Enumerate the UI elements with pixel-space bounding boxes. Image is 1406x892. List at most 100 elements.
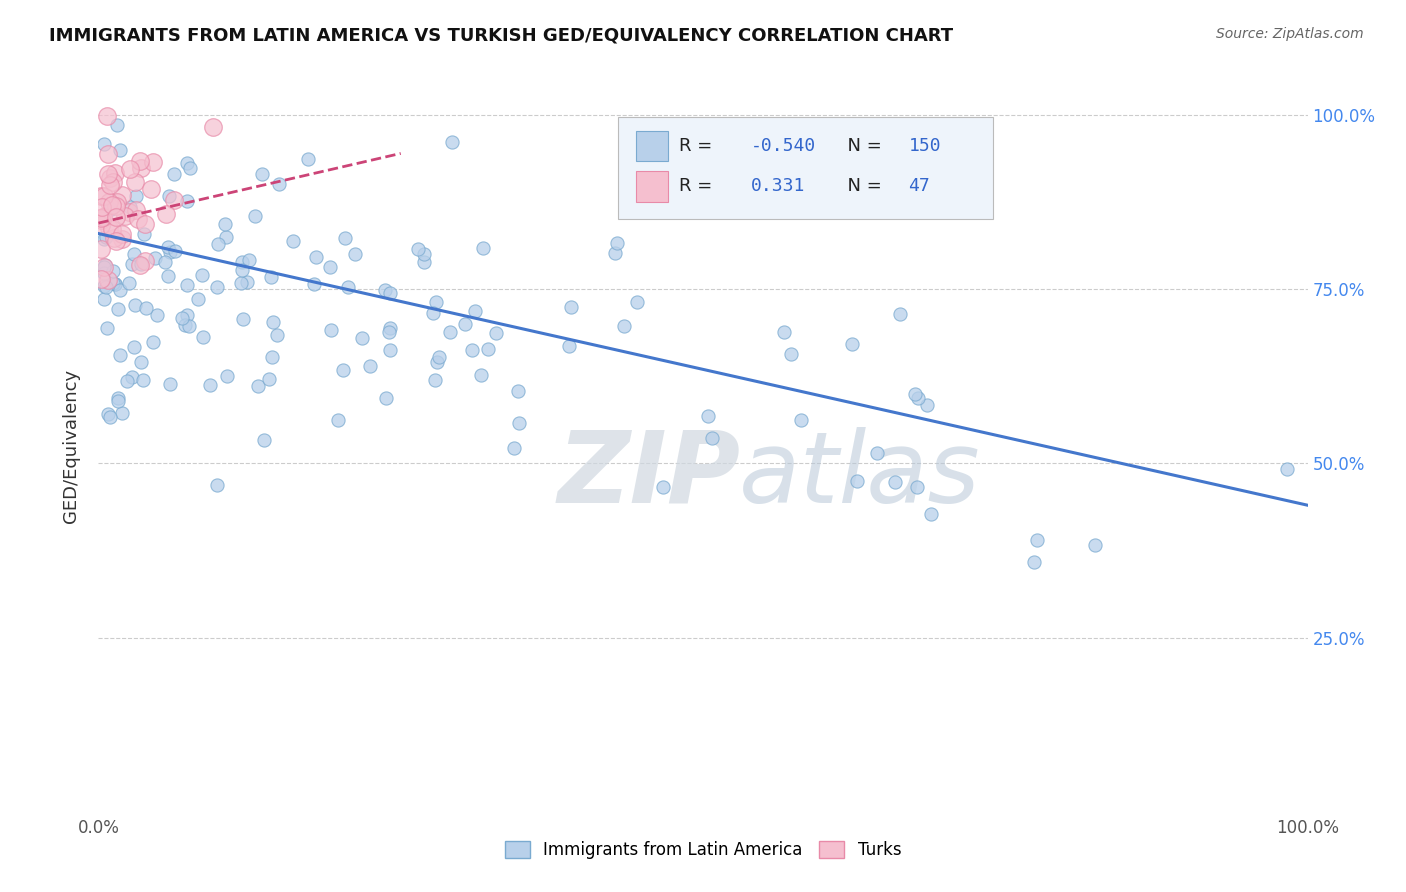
Point: [90, 211, 112, 225]
Legend: Immigrants from Latin America, Turks: Immigrants from Latin America, Turks: [498, 834, 908, 865]
Point: [107, 391, 129, 405]
Point: [302, 277, 325, 291]
Point: [90, 271, 112, 285]
Point: [129, 153, 152, 168]
Point: [406, 242, 429, 256]
Text: IMMIGRANTS FROM LATIN AMERICA VS TURKISH GED/EQUIVALENCY CORRELATION CHART: IMMIGRANTS FROM LATIN AMERICA VS TURKISH…: [49, 27, 953, 45]
Point: [238, 253, 260, 268]
Point: [262, 315, 284, 329]
Point: [215, 230, 238, 244]
Point: [93, 211, 115, 225]
Point: [93, 279, 115, 293]
Point: [697, 409, 720, 423]
Point: [378, 285, 401, 300]
Point: [352, 330, 374, 344]
Point: [260, 350, 283, 364]
Point: [94, 280, 117, 294]
Point: [485, 326, 508, 341]
Point: [378, 343, 401, 357]
Point: [159, 245, 181, 260]
Point: [94, 229, 117, 244]
Point: [439, 325, 461, 339]
Point: [110, 406, 132, 420]
Point: [904, 387, 927, 401]
Point: [177, 318, 200, 333]
Point: [163, 167, 186, 181]
Point: [652, 480, 675, 494]
Text: R =: R =: [679, 178, 724, 195]
Point: [139, 182, 162, 196]
Point: [297, 152, 319, 166]
Text: N =: N =: [837, 178, 893, 195]
Point: [131, 257, 153, 271]
Point: [920, 507, 942, 521]
FancyBboxPatch shape: [619, 117, 993, 219]
Point: [124, 175, 146, 189]
Point: [97, 407, 120, 421]
Point: [101, 264, 124, 278]
Point: [90, 219, 112, 233]
Point: [129, 355, 152, 369]
Point: [375, 391, 398, 405]
Point: [266, 327, 288, 342]
Point: [232, 312, 254, 326]
Point: [125, 202, 148, 217]
Point: [425, 294, 447, 309]
Point: [915, 398, 938, 412]
Point: [413, 254, 436, 268]
Point: [125, 188, 148, 202]
Point: [377, 325, 399, 339]
Point: [508, 416, 530, 430]
Point: [118, 276, 141, 290]
Point: [124, 298, 146, 312]
Point: [267, 177, 290, 191]
Point: [132, 227, 155, 241]
Point: [157, 240, 180, 254]
Point: [359, 359, 381, 373]
Point: [94, 258, 117, 272]
Point: [423, 373, 446, 387]
Point: [97, 146, 120, 161]
Point: [626, 295, 648, 310]
Point: [378, 321, 401, 335]
Point: [231, 263, 253, 277]
Point: [159, 188, 181, 202]
Point: [122, 340, 145, 354]
Point: [90, 200, 112, 214]
Point: [374, 283, 396, 297]
Point: [845, 475, 868, 489]
Text: R =: R =: [679, 137, 718, 155]
Point: [1026, 533, 1049, 548]
Point: [105, 234, 128, 248]
Point: [134, 217, 156, 231]
Point: [108, 143, 131, 157]
Point: [96, 109, 118, 123]
Point: [163, 194, 186, 208]
Point: [281, 234, 304, 248]
Point: [100, 202, 122, 216]
Point: [107, 302, 129, 317]
Point: [461, 343, 484, 357]
Point: [333, 231, 356, 245]
Point: [121, 369, 143, 384]
Point: [231, 255, 253, 269]
Point: [326, 412, 349, 426]
Point: [560, 300, 582, 314]
Point: [155, 207, 177, 221]
Point: [243, 209, 266, 223]
Point: [105, 211, 128, 225]
Point: [229, 276, 252, 290]
Point: [142, 155, 165, 169]
Point: [117, 374, 139, 388]
Point: [1275, 462, 1298, 476]
Point: [100, 198, 122, 212]
FancyBboxPatch shape: [637, 171, 668, 202]
Y-axis label: GED/Equivalency: GED/Equivalency: [62, 369, 80, 523]
Point: [907, 391, 929, 405]
Text: 47: 47: [908, 178, 931, 195]
Point: [253, 434, 276, 448]
Point: [97, 195, 120, 210]
Point: [135, 301, 157, 316]
Point: [98, 220, 121, 235]
Point: [111, 232, 134, 246]
